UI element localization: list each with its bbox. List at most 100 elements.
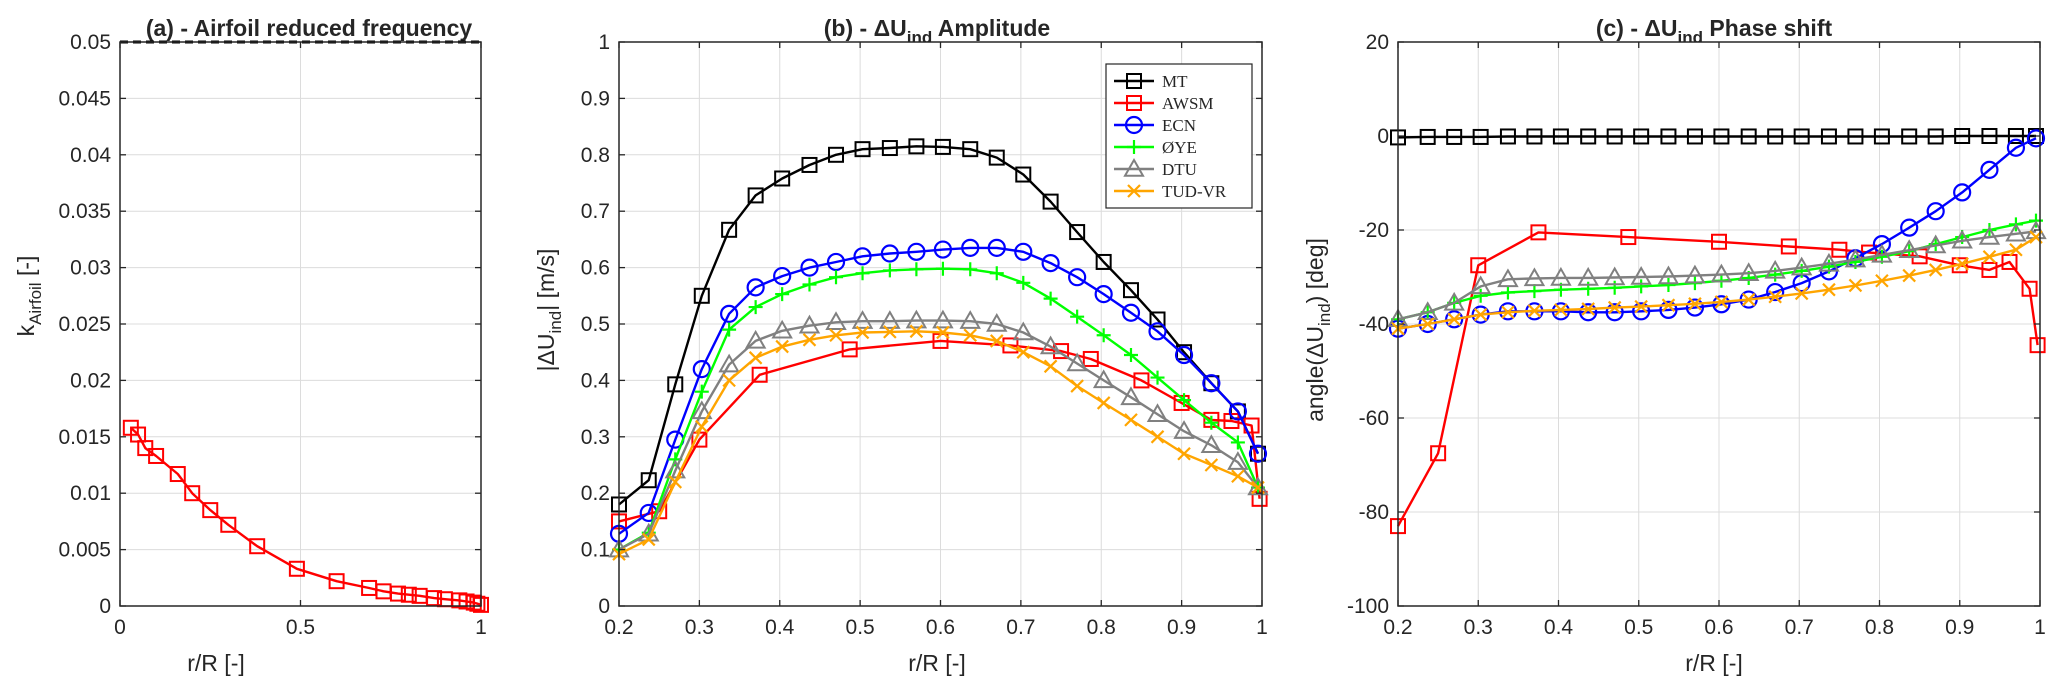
series-line — [618, 319, 1259, 551]
x-tick-label: 0.5 — [286, 616, 315, 639]
data-point — [1711, 233, 1727, 250]
legend-label: DTU — [1162, 160, 1197, 179]
data-point — [1133, 372, 1150, 389]
data-point — [640, 472, 657, 489]
data-point — [1831, 241, 1848, 258]
data-point — [1149, 311, 1166, 328]
data-point — [1445, 310, 1464, 329]
data-point — [746, 278, 765, 297]
data-point — [1053, 343, 1070, 360]
data-point — [880, 244, 899, 263]
data-point — [1900, 218, 1919, 237]
x-tick-label: 0.8 — [1865, 616, 1894, 639]
data-point — [1768, 289, 1782, 304]
data-point — [1446, 128, 1463, 145]
data-point — [1066, 352, 1088, 372]
y-tick-label: 20 — [1366, 31, 1389, 54]
data-point — [1124, 413, 1138, 427]
data-point — [855, 266, 870, 281]
data-point — [1150, 430, 1165, 444]
data-point — [1497, 268, 1519, 288]
legend-marker — [1127, 140, 1141, 154]
data-point — [1202, 374, 1221, 393]
data-point — [1043, 291, 1058, 306]
data-point — [825, 311, 847, 331]
x-tick-label: 0.2 — [1383, 616, 1412, 639]
data-point — [747, 187, 764, 204]
data-point — [774, 170, 791, 187]
panel-b-x-label: r/R [-] — [908, 650, 966, 676]
data-point — [1526, 128, 1543, 145]
data-point — [800, 258, 819, 277]
data-point — [1096, 396, 1111, 410]
data-point — [1737, 262, 1760, 281]
x-tick-label: 0.9 — [1167, 616, 1196, 639]
data-point — [1780, 238, 1797, 255]
data-point — [936, 325, 950, 340]
data-point — [798, 314, 821, 334]
data-point — [909, 262, 924, 277]
data-point — [1577, 266, 1599, 286]
data-point — [1177, 446, 1191, 461]
data-point — [692, 360, 711, 379]
data-point — [987, 238, 1006, 257]
data-point — [1204, 458, 1219, 472]
data-point — [751, 366, 768, 383]
data-point — [1848, 278, 1863, 293]
data-point — [1554, 303, 1568, 317]
data-point — [854, 141, 871, 158]
data-point — [1248, 444, 1268, 463]
data-point — [1955, 257, 1969, 271]
data-point — [851, 310, 874, 329]
series--ye — [612, 261, 1265, 557]
data-point — [1501, 305, 1515, 320]
series-awsm — [122, 419, 489, 613]
data-point — [641, 532, 656, 547]
tick-labels: 0.2 0.3 0.4 0.5 0.6 0.7 0.8 0.9 1 0 0.1 0.2 0.3 0.4 0.… — [581, 31, 1268, 639]
data-point — [1042, 193, 1059, 210]
data-point — [721, 221, 738, 238]
panel-c-plot: 0.2 0.3 0.4 0.5 0.6 0.7 0.8 0.9 1 -100 -80 -60 -40 -2… — [1347, 31, 2047, 639]
tick-labels: 0.2 0.3 0.4 0.5 0.6 0.7 0.8 0.9 1 -100 -80 -60 -40 -2… — [1347, 31, 2046, 639]
panel-a-x-label: r/R [-] — [187, 650, 245, 676]
y-tick-label: 0.8 — [581, 144, 610, 167]
data-point — [1069, 224, 1086, 241]
data-point — [1951, 229, 1973, 249]
data-point — [1552, 128, 1569, 145]
data-point — [883, 325, 897, 339]
data-point — [775, 287, 790, 302]
data-point — [1634, 299, 1648, 314]
x-tick-label: 0.5 — [846, 616, 875, 639]
legend-item: DTU — [1114, 157, 1197, 179]
data-point — [1794, 286, 1809, 301]
data-point — [1847, 128, 1864, 145]
legend-marker — [1126, 73, 1142, 89]
data-point — [748, 351, 763, 365]
data-point — [1200, 434, 1223, 454]
data-point — [1630, 265, 1652, 285]
y-tick-label: -80 — [1359, 501, 1389, 524]
data-point — [1873, 128, 1890, 145]
data-point — [1150, 370, 1165, 385]
data-point — [1500, 285, 1515, 300]
data-point — [1070, 309, 1085, 324]
panel-a-reduced-frequency: (a) - Airfoil reduced frequency 0 0.5 1 0 0.… — [13, 15, 489, 676]
data-point — [1581, 302, 1595, 316]
panel-a-y-label-text: kAirfoil [-] — [13, 256, 45, 337]
data-point — [1710, 263, 1733, 283]
data-point — [1607, 280, 1622, 295]
panel-b-y-label-text: |ΔUind| [m/s] — [533, 249, 565, 372]
data-point — [775, 339, 789, 354]
y-tick-label: 0.05 — [70, 31, 111, 54]
data-point — [1227, 451, 1249, 470]
panel-a-y-label: kAirfoil [-] — [13, 256, 45, 337]
data-point — [2021, 280, 2038, 297]
data-point — [1764, 259, 1786, 279]
data-point — [1902, 268, 1916, 283]
panel-c-x-label: r/R [-] — [1685, 650, 1743, 676]
data-point — [1523, 267, 1546, 287]
data-point — [963, 328, 978, 343]
y-tick-label: 0.1 — [581, 539, 610, 562]
data-point — [1871, 243, 1893, 263]
data-point — [469, 595, 486, 612]
